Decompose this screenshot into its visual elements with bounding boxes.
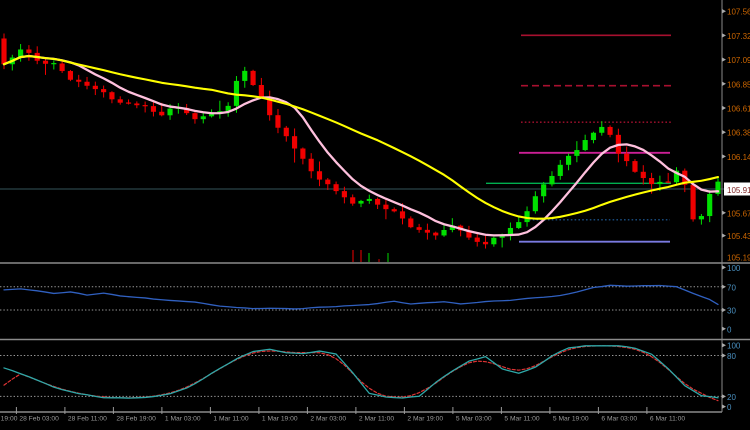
svg-text:106.145: 106.145 xyxy=(727,153,750,162)
svg-text:5 Mar 03:00: 5 Mar 03:00 xyxy=(456,416,492,423)
svg-text:80: 80 xyxy=(727,352,736,361)
svg-text:70: 70 xyxy=(727,283,736,292)
svg-text:1 Mar 03:00: 1 Mar 03:00 xyxy=(165,416,201,423)
svg-text:106.380: 106.380 xyxy=(727,129,750,138)
svg-text:28 Feb 03:00: 28 Feb 03:00 xyxy=(19,416,59,423)
svg-text:100: 100 xyxy=(727,264,741,273)
svg-text:105.910: 105.910 xyxy=(727,186,750,195)
svg-text:5 Mar 11:00: 5 Mar 11:00 xyxy=(504,416,539,423)
svg-text:106.855: 106.855 xyxy=(727,80,750,89)
svg-text:107.325: 107.325 xyxy=(727,32,750,41)
svg-text:6 Mar 11:00: 6 Mar 11:00 xyxy=(650,416,685,423)
svg-text:107.090: 107.090 xyxy=(727,56,750,65)
svg-text:106.615: 106.615 xyxy=(727,105,750,114)
svg-text:1 Mar 11:00: 1 Mar 11:00 xyxy=(213,416,248,423)
svg-text:6 Mar 03:00: 6 Mar 03:00 xyxy=(601,416,637,423)
svg-text:1 Mar 19:00: 1 Mar 19:00 xyxy=(262,416,298,423)
svg-text:20: 20 xyxy=(727,393,736,402)
svg-text:2 Mar 11:00: 2 Mar 11:00 xyxy=(359,416,394,423)
svg-text:30: 30 xyxy=(727,307,736,316)
svg-text:107.565: 107.565 xyxy=(727,8,750,17)
svg-text:27 Feb 19:00: 27 Feb 19:00 xyxy=(0,416,18,423)
svg-text:0: 0 xyxy=(727,403,732,412)
svg-text:100: 100 xyxy=(727,342,741,351)
svg-text:105.670: 105.670 xyxy=(727,209,750,218)
svg-text:0: 0 xyxy=(727,325,732,334)
svg-text:105.435: 105.435 xyxy=(727,232,750,241)
svg-text:2 Mar 03:00: 2 Mar 03:00 xyxy=(310,416,346,423)
svg-text:28 Feb 11:00: 28 Feb 11:00 xyxy=(68,416,107,423)
svg-text:105.195: 105.195 xyxy=(727,254,750,263)
svg-text:2 Mar 19:00: 2 Mar 19:00 xyxy=(407,416,443,423)
svg-text:5 Mar 19:00: 5 Mar 19:00 xyxy=(553,416,589,423)
svg-text:28 Feb 19:00: 28 Feb 19:00 xyxy=(116,416,156,423)
